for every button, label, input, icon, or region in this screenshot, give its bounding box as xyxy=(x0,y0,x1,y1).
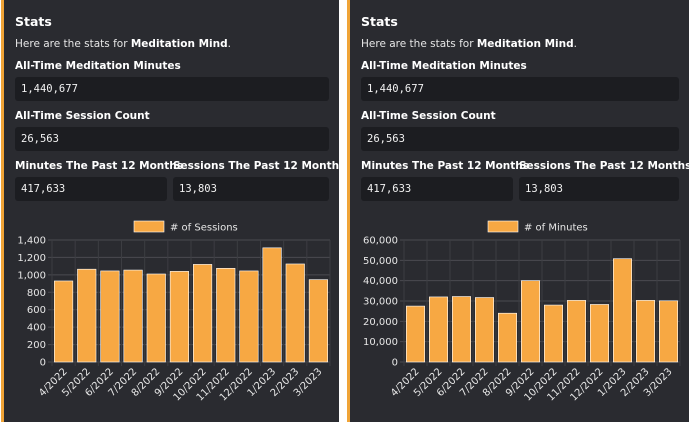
intro-suffix: . xyxy=(227,38,231,50)
y-tick-label: 60,000 xyxy=(363,236,398,247)
bar-7-2022 xyxy=(123,269,143,363)
y-tick-label: 1,200 xyxy=(17,253,46,264)
y-tick-label: 600 xyxy=(27,305,46,316)
bar-6-2022 xyxy=(100,270,120,363)
stats-panel-sessions: Stats Here are the stats for Meditation … xyxy=(1,0,345,422)
intro-text: Here are the stats for Meditation Mind. xyxy=(361,38,577,50)
y-tick-label: 1,000 xyxy=(17,270,46,281)
bar-9-2022 xyxy=(169,271,189,363)
all-time-minutes-label: All-Time Meditation Minutes xyxy=(361,60,527,72)
bar-11-2022 xyxy=(567,300,587,363)
y-tick-label: 40,000 xyxy=(363,276,398,287)
bar-10-2022 xyxy=(544,304,564,363)
all-time-sessions-label: All-Time Session Count xyxy=(361,110,496,122)
y-tick-label: 50,000 xyxy=(363,256,398,267)
bar-8-2022 xyxy=(146,273,166,363)
panel-title: Stats xyxy=(15,14,52,29)
minutes-12mo-label: Minutes The Past 12 Months xyxy=(361,160,530,172)
y-tick-label: 400 xyxy=(27,323,46,334)
app-name: Meditation Mind xyxy=(476,38,574,50)
bar-8-2022 xyxy=(498,312,518,363)
bar-1-2023 xyxy=(262,247,282,363)
bar-5-2022 xyxy=(77,268,97,363)
all-time-sessions-value: 26,563 xyxy=(361,127,679,151)
all-time-minutes-value: 1,440,677 xyxy=(361,77,679,101)
minutes-12mo-value: 417,633 xyxy=(361,177,513,201)
intro-text: Here are the stats for Meditation Mind. xyxy=(15,38,231,50)
bar-3-2023 xyxy=(308,279,328,363)
stats-panel-minutes: Stats Here are the stats for Meditation … xyxy=(347,0,690,422)
all-time-minutes-label: All-Time Meditation Minutes xyxy=(15,60,181,72)
panel-title: Stats xyxy=(361,14,398,29)
sessions-12mo-label: Sessions The Past 12 Months xyxy=(173,160,346,172)
sessions-12mo-value: 13,803 xyxy=(519,177,679,201)
y-tick-label: 800 xyxy=(27,288,46,299)
sessions-12mo-value: 13,803 xyxy=(173,177,329,201)
sessions-bar-chart: # of Sessions 0 200 400 600 800 1,000 1,200 1,40… xyxy=(17,220,331,403)
bar-11-2022 xyxy=(216,268,236,363)
bar-12-2022 xyxy=(239,270,259,363)
y-tick-label: 30,000 xyxy=(363,297,398,308)
y-tick-label: 1,400 xyxy=(17,236,46,247)
legend-swatch xyxy=(133,220,165,233)
intro-prefix: Here are the stats for xyxy=(15,38,131,50)
y-tick-label: 20,000 xyxy=(363,317,398,328)
bar-5-2022 xyxy=(429,296,449,363)
minutes-bar-chart: # of Minutes 0 10,000 20,000 30,000 40,000 50,… xyxy=(363,220,681,403)
bar-4-2022 xyxy=(54,280,74,363)
all-time-sessions-label: All-Time Session Count xyxy=(15,110,150,122)
y-tick-label: 200 xyxy=(27,340,46,351)
bar-2-2023 xyxy=(635,300,655,363)
y-tick-label: 0 xyxy=(40,358,46,369)
all-time-minutes-value: 1,440,677 xyxy=(15,77,329,101)
bar-9-2022 xyxy=(521,280,541,363)
bar-2-2023 xyxy=(285,263,305,363)
bar-1-2023 xyxy=(612,258,632,363)
bar-6-2022 xyxy=(452,296,472,363)
minutes-12mo-label: Minutes The Past 12 Months xyxy=(15,160,184,172)
bar-12-2022 xyxy=(590,304,610,363)
minutes-12mo-value: 417,633 xyxy=(15,177,167,201)
bar-3-2023 xyxy=(658,300,678,363)
intro-suffix: . xyxy=(573,38,577,50)
y-tick-label: 0 xyxy=(392,358,398,369)
bar-10-2022 xyxy=(193,264,213,363)
y-tick-label: 10,000 xyxy=(363,337,398,348)
intro-prefix: Here are the stats for xyxy=(361,38,477,50)
legend-label: # of Sessions xyxy=(170,223,238,234)
bar-7-2022 xyxy=(475,297,495,363)
bar-4-2022 xyxy=(405,305,425,363)
all-time-sessions-value: 26,563 xyxy=(15,127,329,151)
legend-label: # of Minutes xyxy=(524,223,588,234)
sessions-12mo-label: Sessions The Past 12 Months xyxy=(519,160,690,172)
legend-swatch xyxy=(487,220,519,233)
app-name: Meditation Mind xyxy=(130,38,228,50)
